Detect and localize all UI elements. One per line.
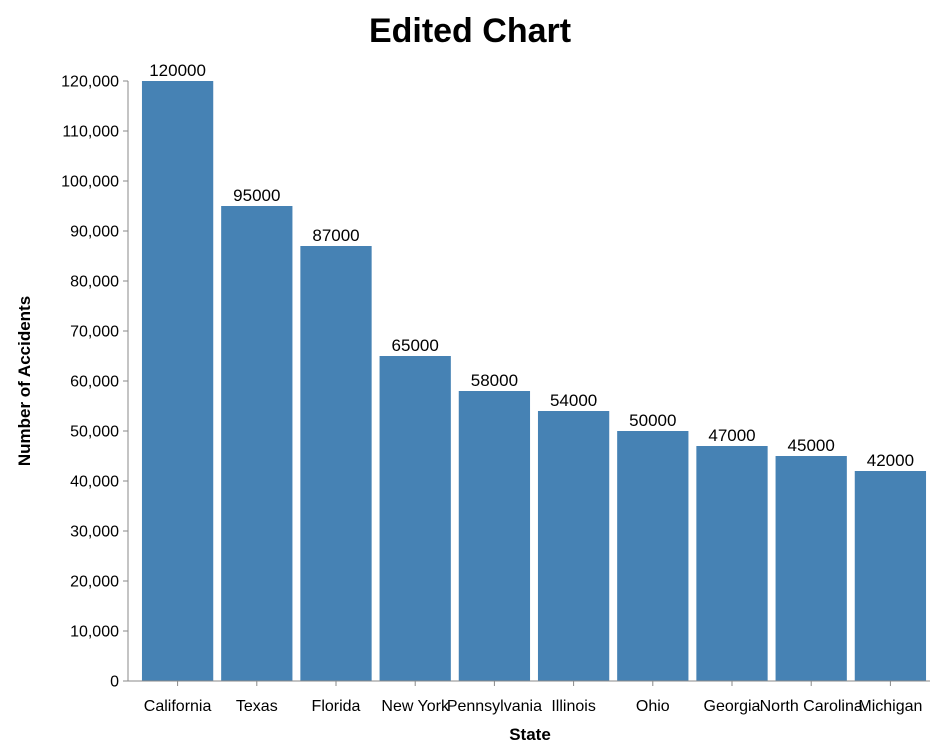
y-axis: 0 10,000 20,000 30,000 40,000 50,000 60,000 70,… [61, 74, 129, 691]
y-tick-label: 60,000 [70, 374, 119, 391]
bar-pennsylvania [458, 391, 531, 681]
x-tick-label: North Carolina [760, 698, 863, 715]
bar-california [141, 81, 214, 681]
bar-ohio [617, 431, 689, 681]
bar-value-label: 95000 [233, 186, 280, 205]
bar-new-york [379, 356, 451, 681]
x-tick-label: Texas [236, 698, 278, 715]
bar-value-label: 87000 [312, 226, 359, 245]
bar-value-label: 58000 [471, 371, 518, 390]
y-tick-label: 110,000 [62, 124, 119, 141]
bar-value-label: 47000 [708, 426, 755, 445]
bar-value-label: 54000 [550, 391, 597, 410]
x-tick-label: New York [381, 698, 450, 715]
y-tick-label: 70,000 [70, 324, 119, 341]
bar-north-carolina [775, 456, 847, 681]
bar-value-label: 65000 [392, 336, 439, 355]
x-tick-label: Michigan [858, 698, 922, 715]
x-tick-label: Ohio [636, 698, 670, 715]
y-axis-title: Number of Accidents [15, 296, 34, 466]
x-tick-label: California [144, 698, 212, 715]
bar-florida [300, 246, 372, 681]
chart-title: Edited Chart [369, 12, 571, 50]
y-tick-label: 100,000 [61, 174, 119, 191]
y-tick-label: 90,000 [70, 224, 119, 241]
y-tick-label: 20,000 [70, 574, 119, 591]
y-tick-label: 50,000 [70, 424, 119, 441]
x-tick-label: Georgia [704, 698, 761, 715]
x-tick-label: Florida [312, 698, 361, 715]
y-tick-label: 120,000 [61, 74, 119, 91]
bar-texas [221, 206, 293, 681]
y-tick-label: 40,000 [70, 474, 119, 491]
bar-illinois [537, 411, 610, 681]
y-tick-label: 80,000 [70, 274, 119, 291]
y-tick-label: 30,000 [70, 524, 119, 541]
bars: 120000 95000 87000 65000 58000 54000 50000 4700… [141, 61, 927, 681]
bar-georgia [696, 446, 768, 681]
y-tick-label: 10,000 [70, 624, 119, 641]
bar-value-label: 120000 [149, 61, 206, 80]
bar-value-label: 45000 [788, 436, 835, 455]
y-tick-label: 0 [110, 674, 119, 691]
x-tick-label: Pennsylvania [447, 698, 542, 715]
bar-michigan [854, 471, 927, 681]
bar-value-label: 50000 [629, 411, 676, 430]
bar-value-label: 42000 [867, 451, 914, 470]
x-axis: California Texas Florida New YorkPennsylvan… [128, 680, 930, 715]
x-axis-title: State [509, 725, 551, 744]
x-tick-label: Illinois [551, 698, 595, 715]
